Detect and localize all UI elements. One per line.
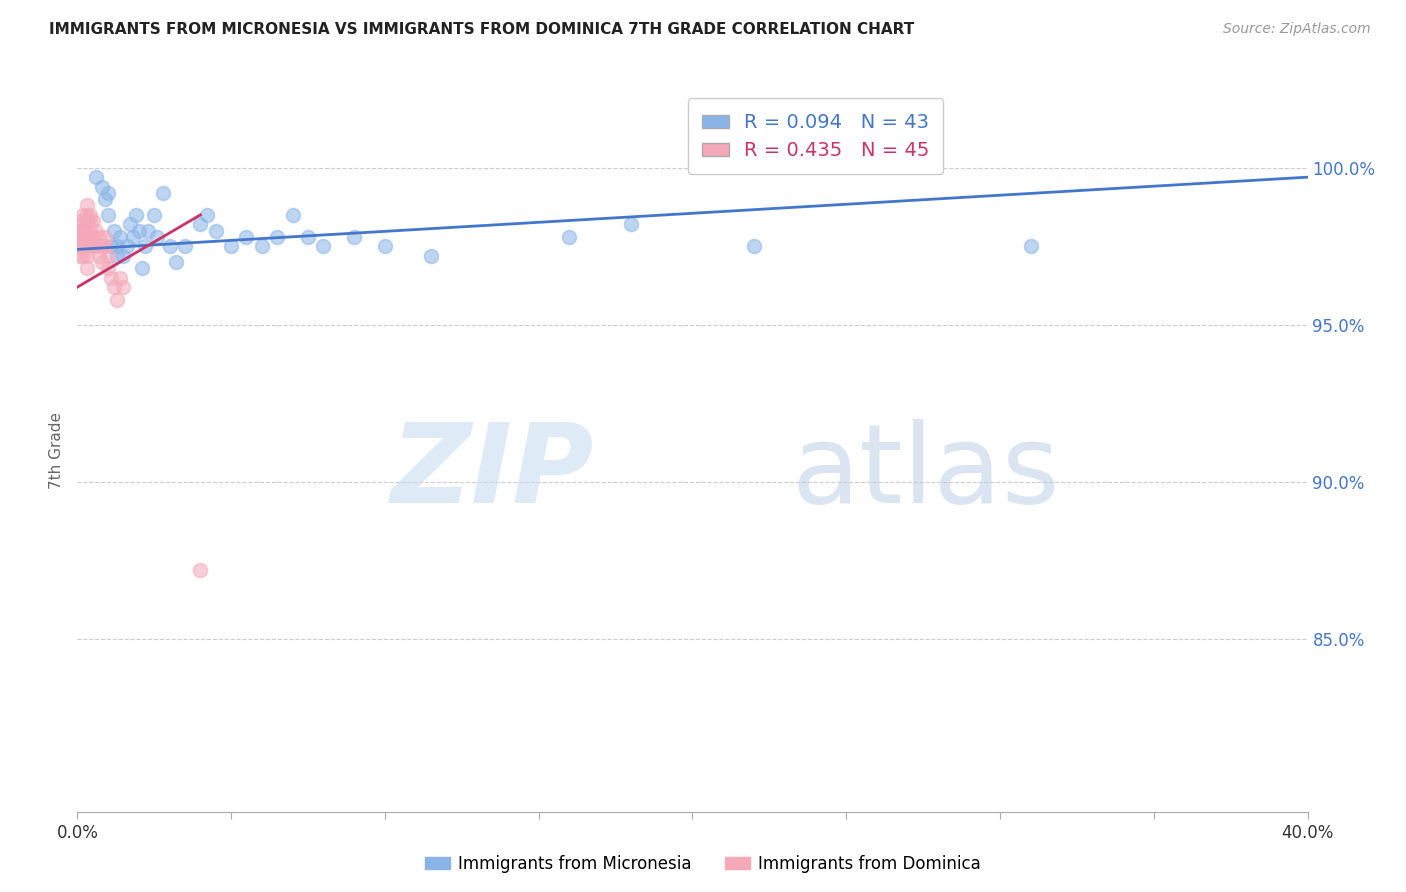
- Point: [312, 239, 335, 253]
- Point: [76, 230, 98, 244]
- Point: [72, 208, 94, 222]
- Point: [128, 223, 150, 237]
- Point: [84, 223, 107, 237]
- Point: [219, 239, 242, 253]
- Y-axis label: 7th Grade: 7th Grade: [49, 412, 65, 489]
- Point: [69, 214, 91, 228]
- Point: [131, 261, 153, 276]
- Point: [105, 239, 128, 253]
- Point: [82, 214, 104, 228]
- Point: [90, 179, 114, 194]
- Point: [620, 217, 643, 231]
- Point: [76, 223, 98, 237]
- Point: [159, 239, 181, 253]
- Point: [69, 249, 91, 263]
- Point: [134, 239, 156, 253]
- Point: [742, 239, 765, 253]
- Point: [79, 230, 101, 244]
- Point: [97, 186, 120, 200]
- Point: [79, 214, 101, 228]
- Point: [136, 223, 159, 237]
- Point: [79, 223, 101, 237]
- Point: [94, 239, 117, 253]
- Point: [112, 280, 135, 294]
- Text: atlas: atlas: [792, 418, 1059, 525]
- Point: [94, 230, 117, 244]
- Point: [76, 249, 98, 263]
- Point: [266, 230, 288, 244]
- Point: [420, 249, 443, 263]
- Point: [165, 255, 187, 269]
- Point: [82, 239, 104, 253]
- Point: [84, 170, 107, 185]
- Point: [100, 270, 122, 285]
- Point: [146, 230, 169, 244]
- Point: [125, 208, 148, 222]
- Point: [72, 249, 94, 263]
- Legend: R = 0.094   N = 43, R = 0.435   N = 45: R = 0.094 N = 43, R = 0.435 N = 45: [688, 98, 943, 174]
- Point: [250, 239, 273, 253]
- Point: [79, 208, 101, 222]
- Point: [174, 239, 197, 253]
- Point: [110, 230, 132, 244]
- Text: IMMIGRANTS FROM MICRONESIA VS IMMIGRANTS FROM DOMINICA 7TH GRADE CORRELATION CHA: IMMIGRANTS FROM MICRONESIA VS IMMIGRANTS…: [49, 22, 914, 37]
- Point: [110, 270, 132, 285]
- Point: [72, 217, 94, 231]
- Point: [100, 239, 122, 253]
- Point: [66, 239, 89, 253]
- Point: [112, 249, 135, 263]
- Point: [66, 223, 89, 237]
- Text: ZIP: ZIP: [391, 418, 595, 525]
- Point: [69, 223, 91, 237]
- Point: [72, 223, 94, 237]
- Point: [76, 261, 98, 276]
- Point: [188, 563, 212, 577]
- Point: [115, 239, 138, 253]
- Point: [82, 230, 104, 244]
- Point: [76, 214, 98, 228]
- Point: [1019, 239, 1042, 253]
- Point: [90, 239, 114, 253]
- Point: [76, 214, 98, 228]
- Point: [94, 192, 117, 206]
- Point: [69, 239, 91, 253]
- Point: [105, 293, 128, 307]
- Point: [118, 217, 141, 231]
- Point: [235, 230, 257, 244]
- Point: [103, 223, 125, 237]
- Point: [72, 230, 94, 244]
- Point: [76, 198, 98, 212]
- Point: [103, 280, 125, 294]
- Point: [90, 255, 114, 269]
- Text: Source: ZipAtlas.com: Source: ZipAtlas.com: [1223, 22, 1371, 37]
- Point: [195, 208, 218, 222]
- Point: [297, 230, 319, 244]
- Point: [79, 239, 101, 253]
- Point: [188, 217, 212, 231]
- Point: [374, 239, 396, 253]
- Point: [97, 249, 120, 263]
- Point: [343, 230, 366, 244]
- Legend: Immigrants from Micronesia, Immigrants from Dominica: Immigrants from Micronesia, Immigrants f…: [418, 848, 988, 880]
- Point: [84, 239, 107, 253]
- Point: [87, 230, 110, 244]
- Point: [66, 230, 89, 244]
- Point: [143, 208, 166, 222]
- Point: [97, 208, 120, 222]
- Point: [204, 223, 226, 237]
- Point: [87, 249, 110, 263]
- Point: [97, 261, 120, 276]
- Point: [76, 239, 98, 253]
- Point: [558, 230, 581, 244]
- Point: [105, 249, 128, 263]
- Point: [281, 208, 304, 222]
- Point: [152, 186, 174, 200]
- Point: [121, 230, 143, 244]
- Point: [76, 208, 98, 222]
- Point: [72, 239, 94, 253]
